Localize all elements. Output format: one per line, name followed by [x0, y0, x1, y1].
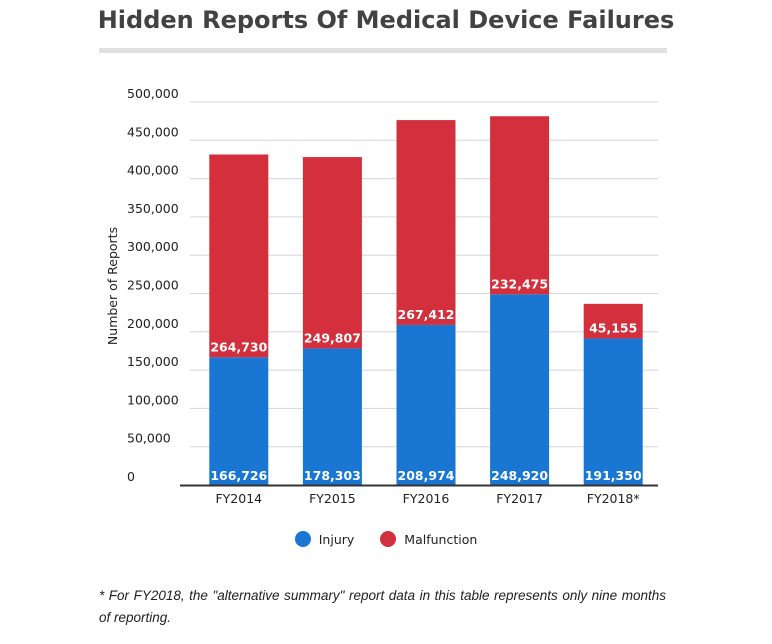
x-tick-label: FY2014 [215, 491, 262, 506]
bar-malfunction-fy2016 [396, 120, 456, 325]
x-tick-label: FY2018* [587, 491, 640, 506]
y-tick-label: 50,000 [127, 431, 171, 446]
bar-injury-fy2016 [396, 324, 456, 485]
bar-injury-fy2015 [302, 348, 362, 485]
bar-injury-fy2014 [209, 357, 269, 485]
data-label-injury: 191,350 [585, 468, 642, 483]
y-axis-ticks: 0 50,000 100,000 150,000 200,000 250,000 300,0… [127, 86, 179, 484]
title-divider [99, 48, 667, 53]
bar-injury-fy2017 [490, 294, 550, 485]
bar-injury-fy2018 [583, 338, 643, 485]
y-tick-label: 400,000 [127, 163, 179, 178]
chart-title: Hidden Reports Of Medical Device Failure… [97, 6, 675, 34]
y-axis-label: Number of Reports [105, 227, 120, 345]
legend-label-malfunction: Malfunction [404, 531, 478, 547]
y-tick-label: 500,000 [127, 86, 179, 101]
y-tick-label: 100,000 [127, 392, 179, 407]
bar-malfunction-fy2018 [583, 303, 643, 339]
data-label-malfunction: 45,155 [589, 320, 637, 335]
x-tick-label: FY2016 [403, 491, 450, 506]
y-tick-label: 300,000 [127, 239, 179, 254]
legend-item-malfunction: Malfunction [380, 531, 477, 547]
legend-label-injury: Injury [318, 531, 355, 547]
y-tick-label: 450,000 [127, 124, 179, 139]
data-label-malfunction: 267,412 [398, 307, 455, 322]
data-label-injury: 166,726 [210, 468, 267, 483]
data-label-injury: 208,974 [398, 468, 455, 483]
data-label-injury: 248,920 [491, 468, 548, 483]
data-label-malfunction: 249,807 [304, 330, 361, 345]
y-tick-label: 0 [127, 469, 135, 484]
legend: Injury Malfunction [0, 531, 772, 547]
y-tick-label: 200,000 [127, 316, 179, 331]
y-tick-label: 350,000 [127, 201, 179, 216]
footnote: * For FY2018, the "alternative summary" … [99, 588, 666, 625]
bar-malfunction-fy2017 [490, 116, 550, 295]
x-tick-label: FY2017 [496, 491, 543, 506]
legend-dot-malfunction [380, 531, 397, 547]
data-label-injury: 178,303 [304, 468, 361, 483]
data-label-malfunction: 232,475 [491, 276, 548, 291]
x-tick-label: FY2015 [309, 491, 356, 506]
legend-item-injury: Injury [294, 531, 355, 547]
legend-dot-injury [294, 531, 311, 547]
bar-malfunction-fy2014 [209, 154, 269, 358]
x-axis-ticks: FY2014 FY2015 FY2016 FY2017 FY2018* [215, 491, 639, 506]
y-tick-label: 250,000 [127, 278, 179, 293]
y-tick-label: 150,000 [127, 354, 179, 369]
bars: 166,726 264,730 178,303 249,807 208,974 267,4… [209, 116, 643, 485]
chart-canvas: 0 50,000 100,000 150,000 200,000 250,000 300,0… [105, 86, 658, 506]
bar-malfunction-fy2015 [302, 157, 362, 349]
data-label-malfunction: 264,730 [210, 339, 267, 354]
